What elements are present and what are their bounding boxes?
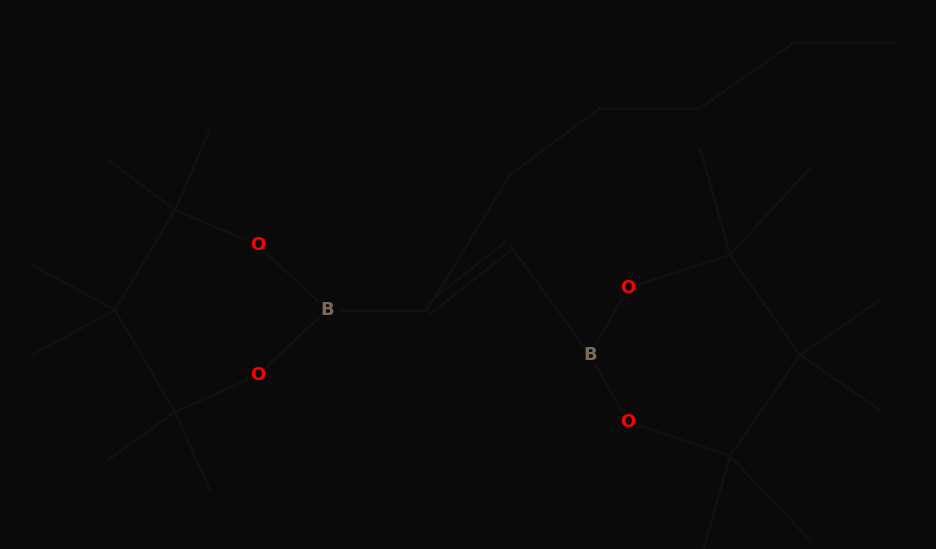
Text: O: O	[250, 236, 265, 254]
Ellipse shape	[315, 300, 338, 320]
Ellipse shape	[247, 365, 269, 385]
Ellipse shape	[616, 278, 638, 298]
Ellipse shape	[616, 412, 638, 432]
Text: O: O	[620, 279, 635, 297]
Text: O: O	[620, 413, 635, 431]
Ellipse shape	[247, 235, 269, 255]
Text: B: B	[320, 301, 333, 319]
Text: B: B	[582, 346, 596, 364]
Text: O: O	[250, 366, 265, 384]
Ellipse shape	[578, 345, 600, 365]
